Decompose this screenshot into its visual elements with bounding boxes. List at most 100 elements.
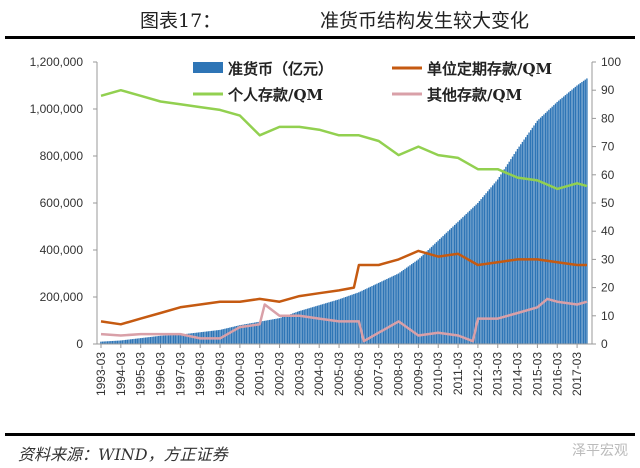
qm-bar: [349, 295, 352, 344]
x-tick-label: 2014-03: [511, 352, 525, 396]
qm-bar: [515, 151, 517, 344]
qm-bar: [503, 169, 505, 344]
qm-bar: [277, 318, 279, 344]
qm-bar: [409, 265, 411, 344]
qm-bar: [520, 144, 522, 344]
qm-bar: [253, 322, 256, 344]
qm-bar: [401, 271, 403, 344]
qm-bar: [407, 266, 410, 344]
qm-bar: [569, 90, 572, 344]
qm-bar: [303, 309, 305, 344]
x-tick-label: 2004-03: [312, 352, 326, 396]
qm-bar: [161, 335, 163, 344]
qm-bar: [505, 166, 507, 344]
qm-bar: [447, 231, 449, 344]
qm-bar: [500, 174, 502, 344]
qm-bar: [363, 289, 365, 344]
qm-bar: [576, 85, 578, 344]
qm-bar: [278, 318, 281, 344]
qm-bar: [318, 305, 320, 344]
x-tick-label: 2016-03: [550, 352, 564, 396]
qm-bar: [260, 321, 262, 344]
legend-label-other: 其他存款/QM: [427, 86, 522, 104]
qm-bar: [149, 336, 152, 344]
qm-bar: [315, 306, 317, 344]
qm-bar: [566, 93, 568, 344]
qm-bar: [143, 337, 145, 344]
qm-bar: [531, 127, 534, 344]
qm-bar: [430, 246, 433, 344]
qm-bar: [225, 328, 228, 344]
qm-bar: [105, 341, 107, 344]
qm-bar: [544, 112, 547, 345]
qm-bar: [477, 203, 479, 344]
x-tick-label: 1996-03: [154, 352, 168, 396]
qm-bar: [480, 199, 482, 344]
qm-bar: [308, 308, 310, 344]
qm-bar: [445, 232, 448, 344]
qm-bar: [475, 204, 477, 344]
qm-bar: [270, 319, 272, 344]
qm-bar: [138, 338, 140, 344]
qm-bar: [487, 191, 489, 344]
qm-bar: [325, 303, 327, 344]
qm-bar: [298, 311, 300, 344]
right-tick-label: 90: [601, 83, 615, 97]
qm-bar: [586, 78, 588, 344]
qm-bar: [528, 132, 530, 344]
qm-bar: [120, 340, 122, 344]
qm-bar: [273, 319, 276, 344]
qm-bar: [488, 189, 491, 344]
qm-bar: [526, 134, 529, 344]
qm-bar: [115, 340, 117, 344]
qm-bar: [442, 235, 444, 344]
qm-bar: [473, 206, 476, 344]
qm-bar: [579, 83, 581, 345]
qm-bar: [326, 302, 329, 344]
qm-bar: [366, 288, 368, 344]
qm-bar: [523, 139, 525, 344]
qm-bar: [458, 220, 461, 344]
qm-bar: [440, 237, 443, 344]
right-tick-label: 80: [601, 111, 615, 125]
qm-bar: [551, 106, 553, 345]
qm-bar: [530, 130, 532, 344]
qm-bar: [163, 335, 165, 344]
qm-bar: [379, 282, 381, 344]
qm-bar: [286, 315, 289, 344]
qm-bar: [300, 310, 302, 344]
qm-bar: [574, 86, 577, 344]
x-tick-label: 1994-03: [114, 352, 128, 396]
qm-bar: [516, 148, 519, 344]
qm-bar: [295, 312, 297, 344]
line-other: [100, 297, 588, 343]
qm-bar: [333, 300, 335, 344]
qm-bar: [386, 278, 388, 344]
qm-bar: [372, 285, 375, 344]
qm-bar: [572, 88, 575, 344]
watermark: 泽平宏观: [572, 443, 628, 459]
qm-bar: [564, 95, 567, 345]
qm-bar: [248, 323, 251, 344]
qm-bar: [404, 268, 406, 344]
chart: 0 200,000 400,000 600,000 800,000 1,000,000 1,…: [30, 55, 622, 396]
qm-bar: [412, 262, 415, 344]
qm-bar: [329, 301, 332, 344]
qm-bar: [184, 334, 186, 344]
qm-bar: [169, 335, 172, 344]
left-tick-label: 1,200,000: [30, 55, 84, 69]
qm-bar: [472, 207, 474, 344]
qm-bar: [313, 306, 315, 344]
qm-bar: [392, 275, 395, 344]
qm-bar: [187, 333, 190, 344]
qm-bar: [543, 114, 545, 344]
qm-bar: [539, 117, 542, 344]
qm-bar: [110, 341, 112, 344]
qm-bar: [348, 295, 350, 344]
qm-bar: [538, 119, 540, 344]
qm-bar: [534, 123, 537, 344]
qm-bar: [553, 105, 555, 344]
qm-bar: [354, 293, 357, 344]
qm-bar: [179, 334, 181, 344]
qm-bar: [268, 319, 271, 344]
